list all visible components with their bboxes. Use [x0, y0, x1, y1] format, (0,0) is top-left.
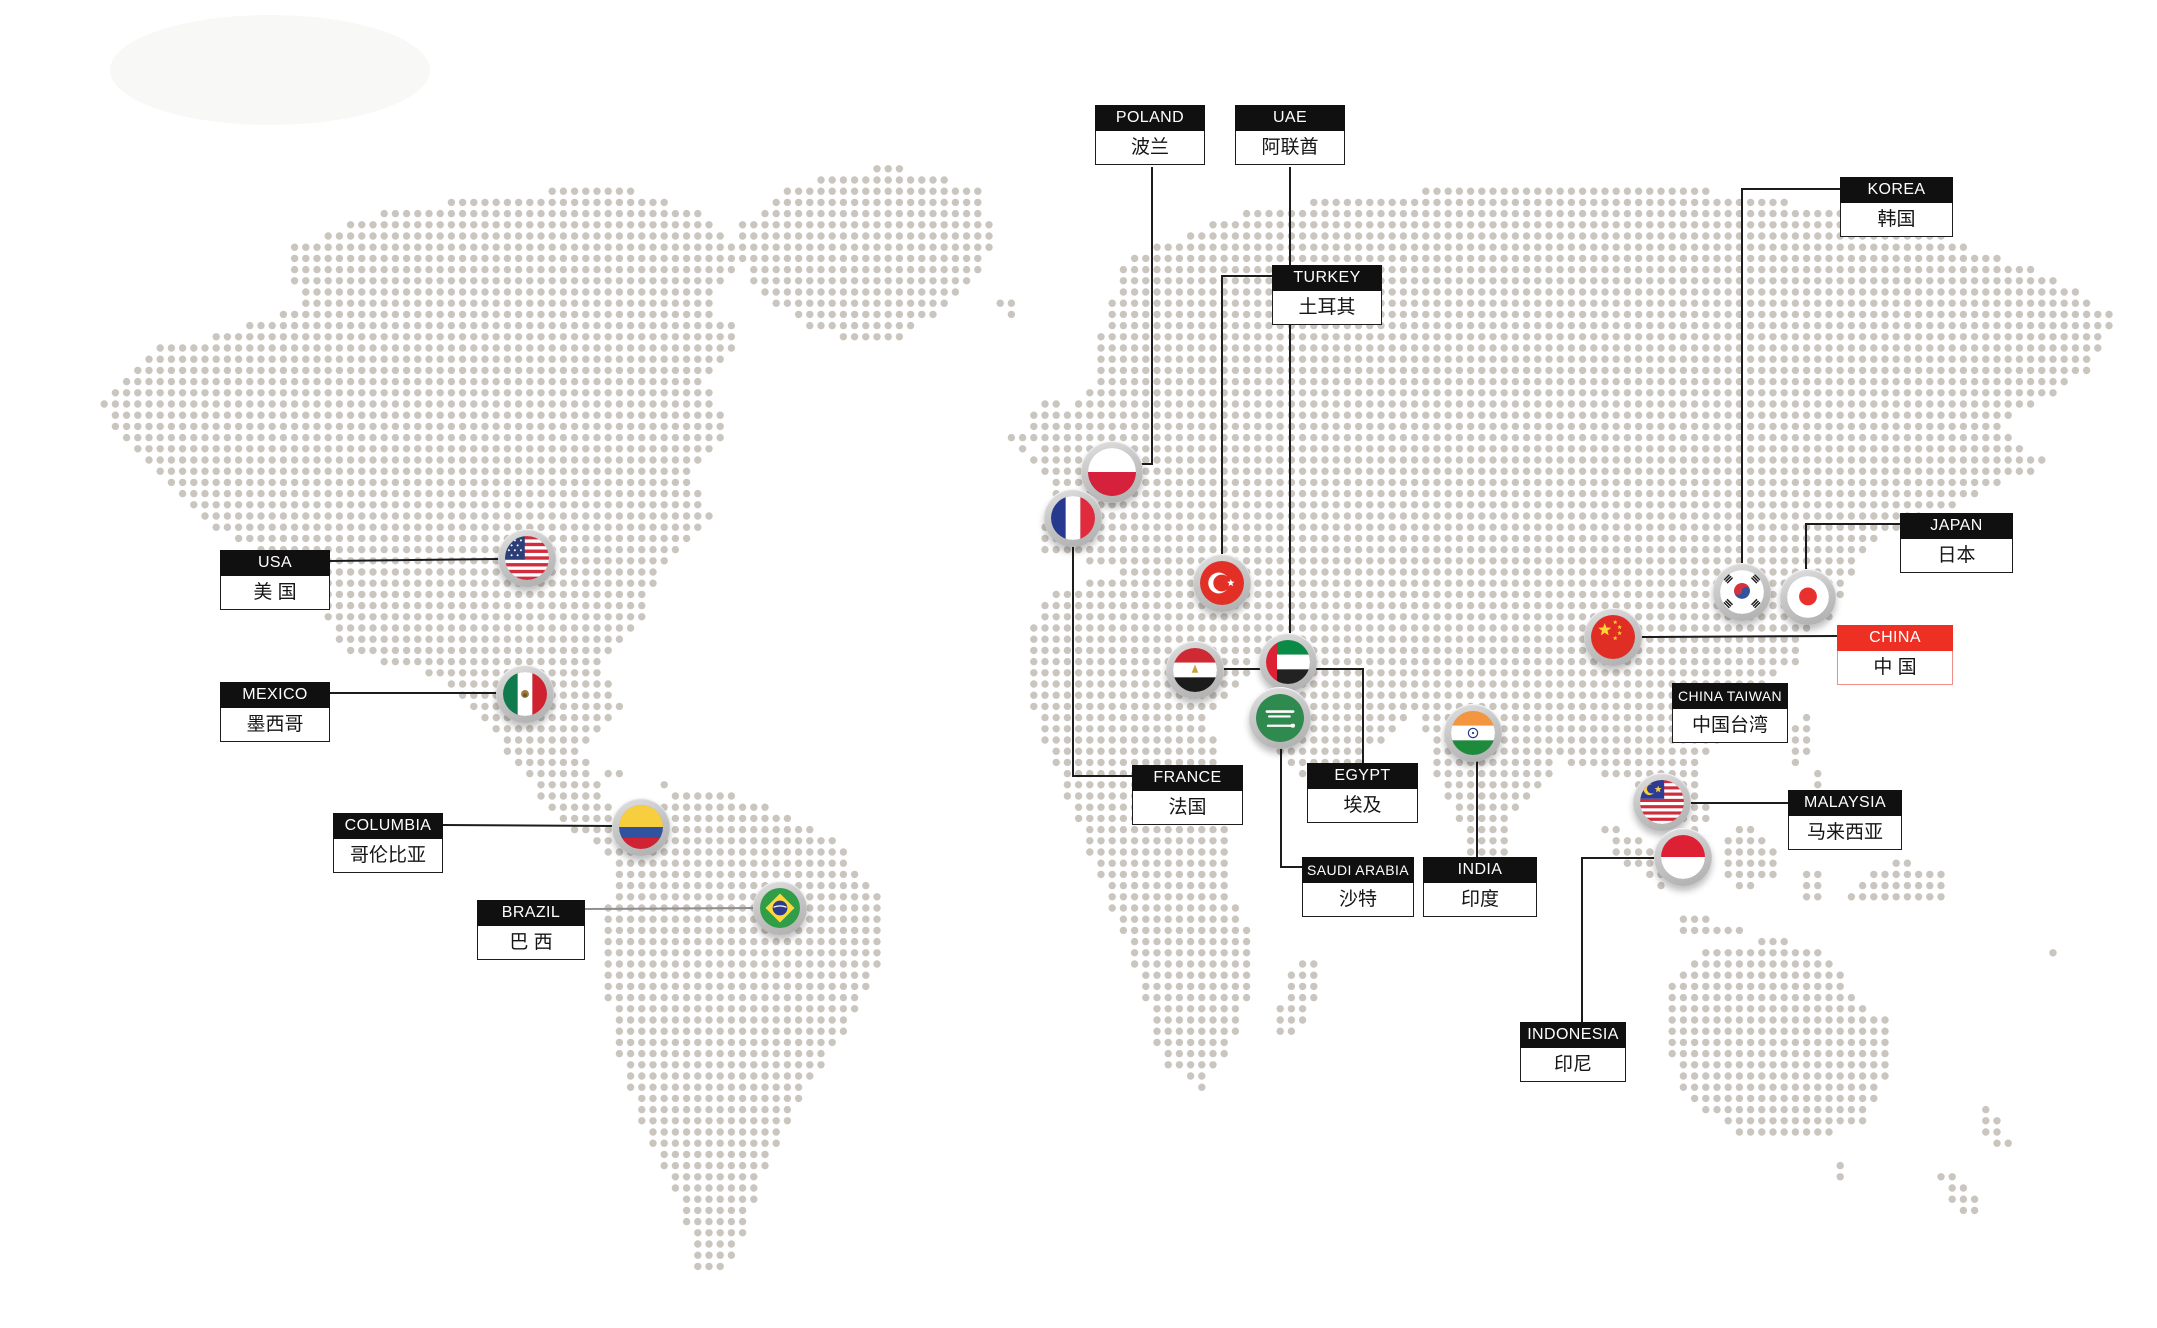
pin-brazil[interactable]	[753, 881, 807, 935]
pin-china[interactable]	[1584, 608, 1642, 666]
label-uae: UAE 阿联酋	[1235, 105, 1345, 165]
label-egypt-name-zh: 埃及	[1307, 789, 1418, 823]
label-korea-name-en: KOREA	[1840, 177, 1953, 203]
label-korea-name-zh: 韩国	[1840, 203, 1953, 237]
label-indonesia-name-zh: 印尼	[1520, 1048, 1626, 1082]
label-brazil: BRAZIL 巴 西	[477, 900, 585, 960]
pin-usa[interactable]	[498, 529, 556, 587]
label-india: INDIA 印度	[1423, 857, 1537, 917]
pin-columbia[interactable]	[612, 798, 670, 856]
label-uae-name-en: UAE	[1235, 105, 1345, 131]
saudi-arabia-flag-icon	[1256, 694, 1304, 742]
label-china-name-zh: 中 国	[1837, 651, 1953, 685]
egypt-flag-icon	[1173, 648, 1217, 692]
label-india-name-en: INDIA	[1423, 857, 1537, 883]
label-malaysia: MALAYSIA 马来西亚	[1788, 790, 1902, 850]
india-flag-icon	[1451, 711, 1495, 755]
label-korea: KOREA 韩国	[1840, 177, 1953, 237]
label-egypt: EGYPT 埃及	[1307, 763, 1418, 823]
label-malaysia-name-zh: 马来西亚	[1788, 816, 1902, 850]
pin-japan[interactable]	[1780, 569, 1836, 625]
mexico-flag-icon	[503, 672, 547, 716]
pin-uae[interactable]	[1259, 633, 1317, 691]
pin-poland[interactable]	[1081, 441, 1143, 503]
label-china: CHINA 中 国	[1837, 625, 1953, 685]
label-uae-name-zh: 阿联酋	[1235, 131, 1345, 165]
connector-columbia	[442, 824, 614, 827]
label-usa-name-zh: 美 国	[220, 576, 330, 610]
pin-malaysia[interactable]	[1633, 773, 1691, 831]
pin-indonesia[interactable]	[1654, 828, 1712, 886]
usa-flag-icon	[505, 536, 549, 580]
label-mexico: MEXICO 墨西哥	[220, 682, 330, 742]
pin-france[interactable]	[1044, 489, 1102, 547]
pin-turkey[interactable]	[1193, 554, 1251, 612]
label-poland-name-en: POLAND	[1095, 105, 1205, 131]
label-columbia-name-en: COLUMBIA	[333, 813, 443, 839]
label-china-name-en: CHINA	[1837, 625, 1953, 651]
france-flag-icon	[1051, 496, 1095, 540]
label-malaysia-name-en: MALAYSIA	[1788, 790, 1902, 816]
label-columbia-name-zh: 哥伦比亚	[333, 839, 443, 873]
connector-japan	[1805, 523, 1900, 570]
label-japan-name-en: JAPAN	[1900, 513, 2013, 539]
connector-indonesia	[1581, 857, 1655, 1022]
malaysia-flag-icon	[1640, 780, 1684, 824]
uae-flag-icon	[1266, 640, 1310, 684]
connector-usa	[329, 558, 500, 562]
turkey-flag-icon	[1200, 561, 1244, 605]
label-china-taiwan: CHINA TAIWAN 中国台湾	[1672, 683, 1788, 743]
japan-flag-icon	[1787, 576, 1829, 618]
korea-flag-icon	[1720, 570, 1764, 614]
label-usa: USA 美 国	[220, 550, 330, 610]
connector-france	[1072, 546, 1132, 777]
label-saudi-arabia-name-en: SAUDI ARABIA	[1302, 857, 1414, 883]
label-france-name-zh: 法国	[1132, 791, 1243, 825]
label-turkey: TURKEY 土耳其	[1272, 265, 1382, 325]
label-columbia: COLUMBIA 哥伦比亚	[333, 813, 443, 873]
label-saudi-arabia: SAUDI ARABIA 沙特	[1302, 857, 1414, 917]
indonesia-flag-icon	[1661, 835, 1705, 879]
label-india-name-zh: 印度	[1423, 883, 1537, 917]
label-turkey-name-zh: 土耳其	[1272, 291, 1382, 325]
label-poland: POLAND 波兰	[1095, 105, 1205, 165]
label-indonesia: INDONESIA 印尼	[1520, 1022, 1626, 1082]
label-japan: JAPAN 日本	[1900, 513, 2013, 573]
label-brazil-name-zh: 巴 西	[477, 926, 585, 960]
label-saudi-arabia-name-zh: 沙特	[1302, 883, 1414, 917]
label-japan-name-zh: 日本	[1900, 539, 2013, 573]
brazil-flag-icon	[760, 888, 800, 928]
connector-brazil	[584, 907, 755, 910]
connector-poland	[1141, 167, 1153, 465]
pin-saudi-arabia[interactable]	[1249, 687, 1311, 749]
label-france: FRANCE 法国	[1132, 765, 1243, 825]
label-indonesia-name-en: INDONESIA	[1520, 1022, 1626, 1048]
china-flag-icon	[1591, 615, 1635, 659]
connector-turkey	[1221, 275, 1272, 555]
colombia-flag-icon	[619, 805, 663, 849]
label-turkey-name-en: TURKEY	[1272, 265, 1382, 291]
label-china-taiwan-name-zh: 中国台湾	[1672, 709, 1788, 743]
poland-flag-icon	[1088, 448, 1136, 496]
pin-egypt[interactable]	[1166, 641, 1224, 699]
label-mexico-name-zh: 墨西哥	[220, 708, 330, 742]
label-mexico-name-en: MEXICO	[220, 682, 330, 708]
label-china-taiwan-name-en: CHINA TAIWAN	[1672, 683, 1788, 709]
pin-mexico[interactable]	[496, 665, 554, 723]
pin-india[interactable]	[1444, 704, 1502, 762]
label-france-name-en: FRANCE	[1132, 765, 1243, 791]
label-usa-name-en: USA	[220, 550, 330, 576]
connector-saudi-arabia	[1280, 748, 1302, 868]
label-poland-name-zh: 波兰	[1095, 131, 1205, 165]
label-brazil-name-en: BRAZIL	[477, 900, 585, 926]
connector-korea	[1741, 188, 1840, 564]
label-egypt-name-en: EGYPT	[1307, 763, 1418, 789]
connector-china	[1640, 635, 1838, 638]
pin-korea[interactable]	[1713, 563, 1771, 621]
